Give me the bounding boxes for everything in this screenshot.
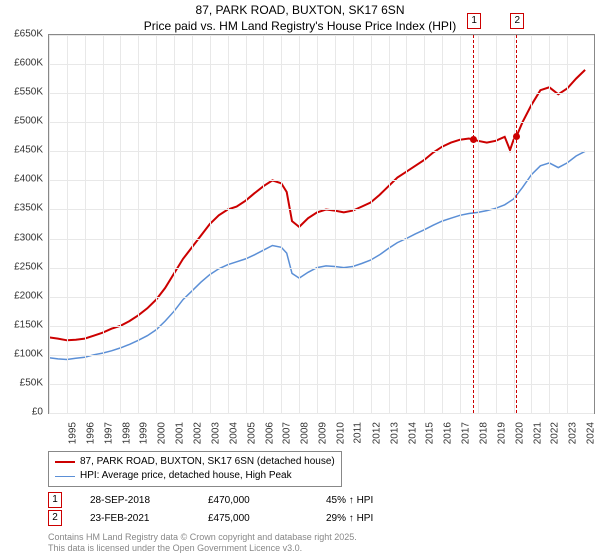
x-axis-label: 2024	[585, 422, 596, 444]
marker-id-box: 1	[48, 492, 62, 508]
chart-lines	[49, 35, 594, 413]
x-axis-label: 2023	[568, 422, 579, 444]
marker-dot	[513, 133, 520, 140]
footer-line-2: This data is licensed under the Open Gov…	[48, 543, 357, 554]
x-axis-label: 2010	[335, 422, 346, 444]
x-axis-label: 2017	[460, 422, 471, 444]
y-axis-label: £650K	[14, 29, 43, 40]
marker-row: 2 23-FEB-2021 £475,000 29% ↑ HPI	[48, 509, 416, 527]
x-axis-label: 2008	[300, 422, 311, 444]
x-axis-label: 1995	[67, 422, 78, 444]
x-axis-label: 1997	[103, 422, 114, 444]
marker-dot	[470, 136, 477, 143]
x-axis-label: 2011	[352, 422, 363, 444]
x-axis-label: 2018	[478, 422, 489, 444]
x-axis-label: 2009	[317, 422, 328, 444]
x-axis-label: 2003	[210, 422, 221, 444]
footer-attribution: Contains HM Land Registry data © Crown c…	[48, 532, 357, 555]
x-axis-label: 1996	[85, 422, 96, 444]
x-axis-label: 2005	[246, 422, 257, 444]
x-axis-label: 2004	[228, 422, 239, 444]
legend-label: 87, PARK ROAD, BUXTON, SK17 6SN (detache…	[80, 455, 335, 469]
x-axis-label: 2001	[174, 422, 185, 444]
x-axis-label: 2021	[532, 422, 543, 444]
x-axis-label: 2007	[282, 422, 293, 444]
marker-price: £470,000	[208, 495, 298, 506]
x-axis-label: 2013	[389, 422, 400, 444]
x-axis-label: 2014	[407, 422, 418, 444]
marker-id-box: 2	[48, 510, 62, 526]
footer-line-1: Contains HM Land Registry data © Crown c…	[48, 532, 357, 543]
marker-data-rows: 1 28-SEP-2018 £470,000 45% ↑ HPI 2 23-FE…	[48, 491, 416, 527]
y-axis-label: £300K	[14, 232, 43, 243]
y-axis-label: £450K	[14, 145, 43, 156]
marker-price: £475,000	[208, 513, 298, 524]
legend-swatch	[55, 461, 75, 463]
x-axis-label: 2019	[496, 422, 507, 444]
y-axis-label: £500K	[14, 116, 43, 127]
y-axis-label: £550K	[14, 87, 43, 98]
y-axis-label: £150K	[14, 319, 43, 330]
y-axis-label: £50K	[20, 377, 43, 388]
marker-id-box: 2	[510, 13, 524, 29]
y-axis-label: £200K	[14, 290, 43, 301]
y-axis-label: £350K	[14, 203, 43, 214]
x-axis-label: 2012	[371, 422, 382, 444]
marker-line	[473, 35, 474, 413]
x-axis-label: 2022	[550, 422, 561, 444]
marker-line	[516, 35, 517, 413]
legend: 87, PARK ROAD, BUXTON, SK17 6SN (detache…	[48, 451, 342, 487]
x-axis-label: 2020	[514, 422, 525, 444]
y-axis-label: £250K	[14, 261, 43, 272]
marker-date: 23-FEB-2021	[90, 513, 180, 524]
x-axis-label: 2015	[425, 422, 436, 444]
x-axis-label: 1999	[139, 422, 150, 444]
legend-item: 87, PARK ROAD, BUXTON, SK17 6SN (detache…	[55, 455, 335, 469]
x-axis-label: 2016	[442, 422, 453, 444]
chart-area: 12 £0 £50K £100K £150K £200K £250K £300K £350K £…	[0, 34, 600, 444]
y-axis-label: £600K	[14, 58, 43, 69]
marker-pct: 29% ↑ HPI	[326, 513, 416, 524]
legend-swatch	[55, 476, 75, 477]
marker-pct: 45% ↑ HPI	[326, 495, 416, 506]
plot-region: 12	[48, 34, 595, 414]
x-axis-label: 1998	[121, 422, 132, 444]
x-axis-label: 2002	[192, 422, 203, 444]
x-axis-label: 2006	[264, 422, 275, 444]
y-axis-label: £0	[32, 407, 43, 418]
marker-id-box: 1	[467, 13, 481, 29]
y-axis-label: £400K	[14, 174, 43, 185]
marker-row: 1 28-SEP-2018 £470,000 45% ↑ HPI	[48, 491, 416, 509]
legend-item: HPI: Average price, detached house, High…	[55, 469, 335, 483]
y-axis-label: £100K	[14, 348, 43, 359]
legend-label: HPI: Average price, detached house, High…	[80, 469, 292, 483]
marker-date: 28-SEP-2018	[90, 495, 180, 506]
x-axis-label: 2000	[157, 422, 168, 444]
